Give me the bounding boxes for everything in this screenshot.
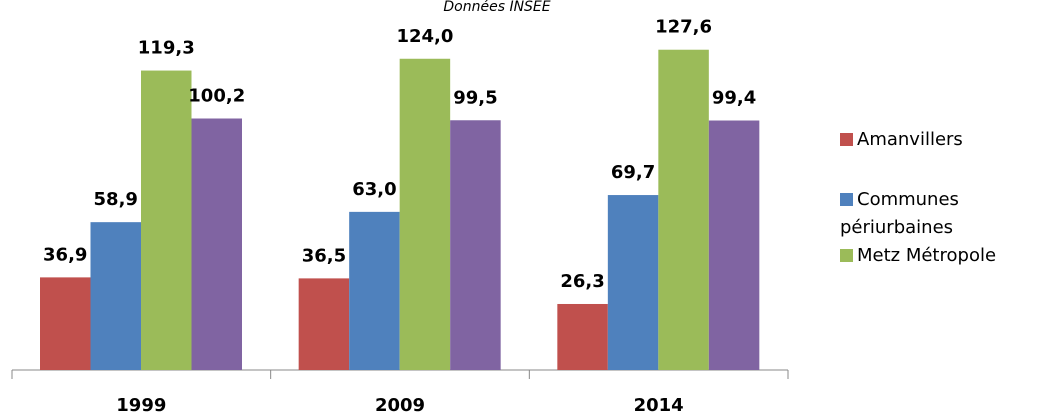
bar <box>40 277 91 370</box>
legend-label: Amanvillers <box>857 129 963 150</box>
bar <box>450 120 501 370</box>
legend-entry: Metz Métropole <box>840 242 1030 270</box>
legend-label: Metz Métropole <box>857 245 997 266</box>
x-tick-label: 2014 <box>634 395 684 412</box>
legend-entry: Amanvillers <box>840 126 1030 154</box>
data-label: 99,4 <box>712 88 756 109</box>
data-label: 69,7 <box>611 162 655 183</box>
x-tick-label: 1999 <box>116 395 166 412</box>
data-label: 36,9 <box>43 244 87 265</box>
subtitle: Données INSEE <box>443 0 550 15</box>
data-label: 63,0 <box>352 179 396 200</box>
data-label: 99,5 <box>453 87 497 108</box>
legend-label: Communes périurbaines <box>840 189 959 238</box>
bar <box>141 70 192 370</box>
data-label: 26,3 <box>560 271 604 292</box>
legend-entry: Communes périurbaines <box>840 186 1030 242</box>
data-label: 100,2 <box>188 85 245 106</box>
data-label: 58,9 <box>94 189 138 210</box>
bar <box>90 222 141 370</box>
bar <box>607 195 659 370</box>
bar <box>708 120 760 370</box>
data-label: 127,6 <box>655 17 712 38</box>
bar <box>399 58 451 370</box>
bar <box>191 118 242 370</box>
bar <box>557 303 608 370</box>
data-label: 119,3 <box>138 38 195 59</box>
x-tick-label: 2009 <box>375 395 425 412</box>
legend-swatch <box>840 249 853 262</box>
data-label: 124,0 <box>396 26 453 47</box>
bar <box>658 49 709 370</box>
legend-swatch <box>840 193 853 206</box>
bar <box>298 278 350 370</box>
legend-swatch <box>840 133 853 146</box>
bar <box>349 211 400 370</box>
data-label: 36,5 <box>302 245 346 266</box>
